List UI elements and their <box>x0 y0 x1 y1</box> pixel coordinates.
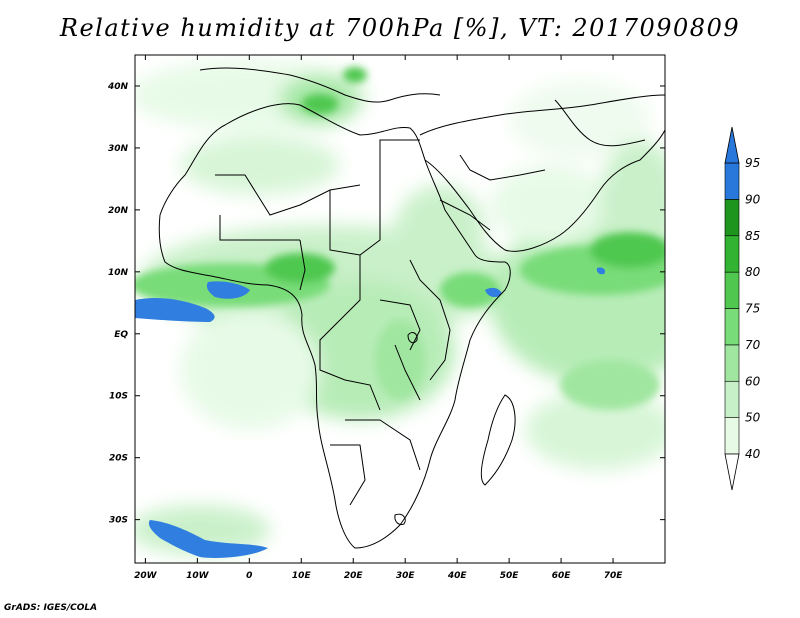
y-axis: 40N 30N 20N 10N EQ 10S 20S 30S <box>107 82 665 526</box>
map-title: Relative humidity at 700hPa [%], VT: 201… <box>59 14 741 42</box>
colorbar-label: 60 <box>745 374 761 388</box>
colorbar-label: 95 <box>745 156 760 170</box>
y-tick-label: 10S <box>109 392 128 402</box>
colorbar-label: 50 <box>745 411 761 425</box>
x-tick-label: 70E <box>604 571 624 581</box>
x-tick-label: 50E <box>500 571 520 581</box>
colorbar: 40 50 60 70 75 80 85 90 95 <box>724 126 761 491</box>
y-tick-label: 20S <box>109 454 128 464</box>
x-tick-label: 10E <box>292 571 312 581</box>
x-tick-label: 20E <box>344 571 364 581</box>
colorbar-top-triangle <box>724 126 740 164</box>
colorbar-segment <box>724 344 740 382</box>
colorbar-label: 80 <box>745 265 761 279</box>
colorbar-label: 85 <box>745 229 760 243</box>
colorbar-segment <box>724 199 740 237</box>
y-tick-label: 20N <box>108 206 129 216</box>
colorbar-label: 70 <box>745 338 761 352</box>
colorbar-segment <box>724 235 740 273</box>
colorbar-segment <box>724 271 740 309</box>
colorbar-label: 40 <box>745 447 761 461</box>
colorbar-bottom-triangle <box>724 453 740 491</box>
y-tick-label: EQ <box>114 330 128 340</box>
y-tick-label: 10N <box>108 268 129 278</box>
x-tick-label: 60E <box>552 571 572 581</box>
colorbar-segment <box>724 162 740 200</box>
x-tick-label: 10W <box>186 571 210 581</box>
colorbar-segment <box>724 308 740 346</box>
x-axis: 20W 10W 0 10E 20E 30E 40E 50E 60E 70E <box>134 55 623 581</box>
x-tick-label: 30E <box>396 571 416 581</box>
colorbar-segment <box>724 380 740 418</box>
x-tick-label: 20W <box>134 571 158 581</box>
humidity-field <box>135 55 665 563</box>
very-humid-areas <box>135 267 606 558</box>
x-tick-label: 0 <box>246 571 252 581</box>
y-tick-label: 30N <box>108 144 129 154</box>
y-tick-label: 40N <box>107 82 129 92</box>
x-tick-label: 40E <box>447 571 468 581</box>
plot-frame <box>134 54 666 564</box>
coastlines <box>158 67 665 549</box>
y-tick-label: 30S <box>109 516 128 526</box>
colorbar-segment <box>724 417 740 455</box>
footer-credit: GrADS: IGES/COLA <box>4 603 98 613</box>
colorbar-label: 75 <box>745 302 760 316</box>
colorbar-label: 90 <box>745 192 761 206</box>
